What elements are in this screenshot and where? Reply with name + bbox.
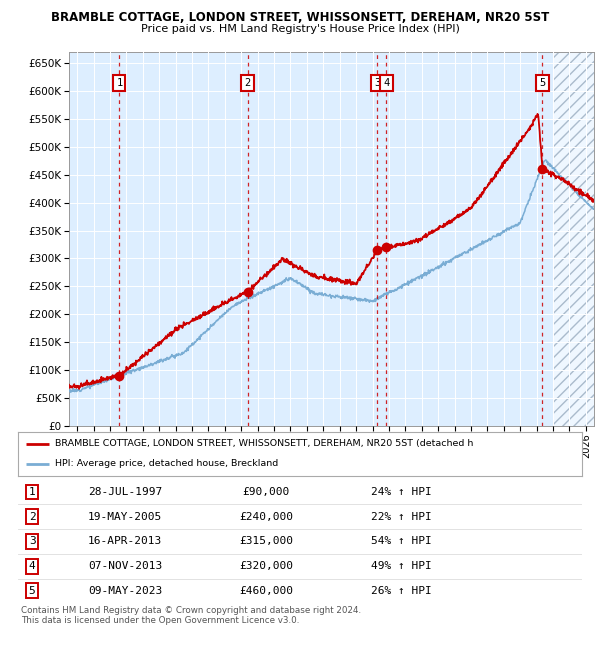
- Text: 07-NOV-2013: 07-NOV-2013: [88, 561, 162, 571]
- Bar: [553, 52, 600, 426]
- Text: 19-MAY-2005: 19-MAY-2005: [88, 512, 162, 522]
- Text: 26% ↑ HPI: 26% ↑ HPI: [371, 586, 432, 596]
- Text: 24% ↑ HPI: 24% ↑ HPI: [371, 487, 432, 497]
- Text: 49% ↑ HPI: 49% ↑ HPI: [371, 561, 432, 571]
- Text: 1: 1: [29, 487, 35, 497]
- Text: Contains HM Land Registry data © Crown copyright and database right 2024.
This d: Contains HM Land Registry data © Crown c…: [21, 606, 361, 625]
- Text: 16-APR-2013: 16-APR-2013: [88, 536, 162, 547]
- Text: 5: 5: [539, 78, 545, 88]
- Text: 09-MAY-2023: 09-MAY-2023: [88, 586, 162, 596]
- Text: 4: 4: [29, 561, 35, 571]
- Text: £315,000: £315,000: [239, 536, 293, 547]
- Text: Price paid vs. HM Land Registry's House Price Index (HPI): Price paid vs. HM Land Registry's House …: [140, 24, 460, 34]
- Text: 22% ↑ HPI: 22% ↑ HPI: [371, 512, 432, 522]
- Text: 28-JUL-1997: 28-JUL-1997: [88, 487, 162, 497]
- Text: HPI: Average price, detached house, Breckland: HPI: Average price, detached house, Brec…: [55, 460, 278, 469]
- Text: 5: 5: [29, 586, 35, 596]
- Bar: [553, 52, 600, 426]
- Text: 54% ↑ HPI: 54% ↑ HPI: [371, 536, 432, 547]
- Text: 2: 2: [244, 78, 251, 88]
- Text: £460,000: £460,000: [239, 586, 293, 596]
- Text: BRAMBLE COTTAGE, LONDON STREET, WHISSONSETT, DEREHAM, NR20 5ST (detached h: BRAMBLE COTTAGE, LONDON STREET, WHISSONS…: [55, 439, 473, 448]
- Text: £240,000: £240,000: [239, 512, 293, 522]
- Text: 3: 3: [374, 78, 380, 88]
- Text: 2: 2: [29, 512, 35, 522]
- Text: 4: 4: [383, 78, 389, 88]
- Text: £90,000: £90,000: [242, 487, 290, 497]
- Text: 3: 3: [29, 536, 35, 547]
- Text: BRAMBLE COTTAGE, LONDON STREET, WHISSONSETT, DEREHAM, NR20 5ST: BRAMBLE COTTAGE, LONDON STREET, WHISSONS…: [51, 11, 549, 24]
- Text: 1: 1: [116, 78, 122, 88]
- Text: £320,000: £320,000: [239, 561, 293, 571]
